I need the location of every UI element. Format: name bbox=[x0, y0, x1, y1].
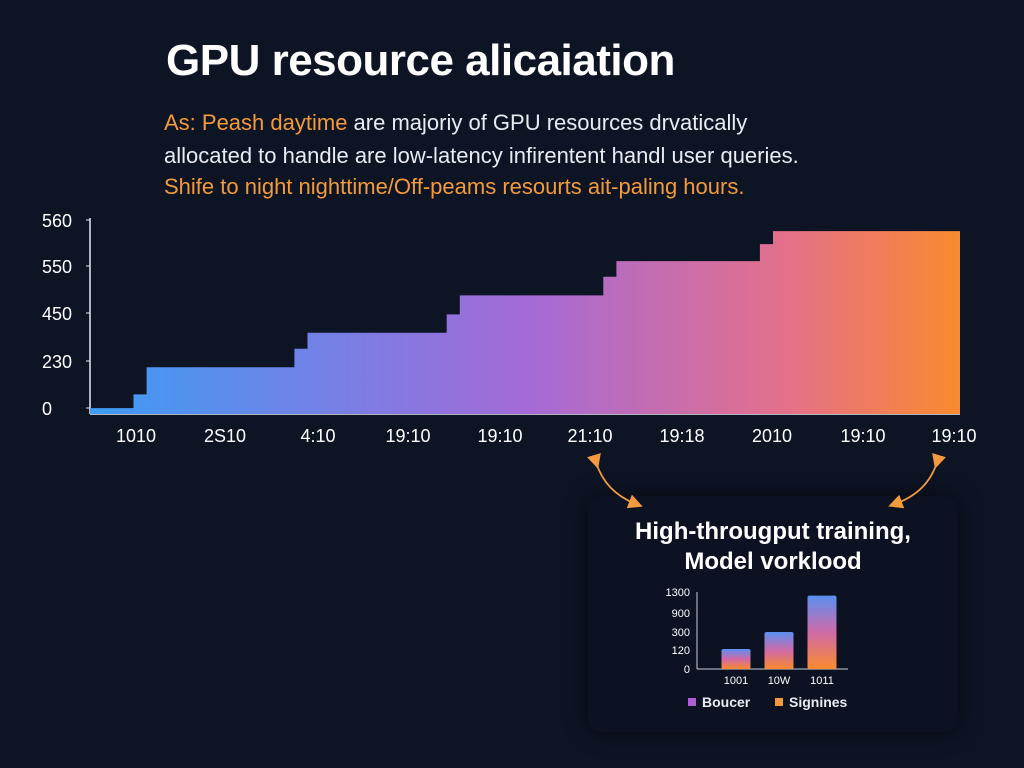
x-tick-label: 4:10 bbox=[300, 426, 335, 446]
x-tick-label: 2S10 bbox=[204, 426, 246, 446]
description-line-1-rest: are majoriy of GPU resources drvatically bbox=[347, 110, 748, 135]
inset-y-tick-label: 0 bbox=[684, 664, 690, 676]
x-tick-label: 1010 bbox=[116, 426, 156, 446]
y-tick-label: 550 bbox=[42, 257, 72, 277]
inset-bar bbox=[807, 595, 837, 669]
x-tick-label: 19:10 bbox=[840, 426, 885, 446]
connector-arrow-right bbox=[888, 453, 946, 509]
description-line-2: allocated to handle are low-latency infi… bbox=[164, 143, 799, 168]
inset-x-tick-label: 1001 bbox=[724, 675, 748, 687]
y-tick-label: 230 bbox=[42, 352, 72, 372]
description-line-3: Shife to night nighttime/Off-peams resou… bbox=[164, 174, 745, 199]
x-tick-label: 21:10 bbox=[567, 426, 612, 446]
connector-arrow-left bbox=[587, 453, 643, 509]
x-tick-label: 19:18 bbox=[659, 426, 704, 446]
description-highlight: As: Peash daytime bbox=[164, 110, 348, 135]
x-tick-label: 19:10 bbox=[477, 426, 522, 446]
inset-y-tick-label: 1300 bbox=[666, 587, 690, 599]
inset-x-tick-label: 1011 bbox=[810, 675, 834, 687]
description-line-1: As: Peash daytime are majoriy of GPU res… bbox=[164, 109, 747, 137]
y-tick-label: 450 bbox=[42, 304, 72, 324]
inset-x-tick-label: 10W bbox=[768, 675, 791, 687]
y-tick-label: 0 bbox=[42, 399, 52, 419]
x-tick-label: 2010 bbox=[752, 426, 792, 446]
y-tick-label: 560 bbox=[42, 211, 72, 231]
legend-label-2: Signines bbox=[789, 694, 848, 710]
legend-item-1: Boucer bbox=[688, 694, 750, 710]
inset-panel bbox=[588, 496, 958, 732]
inset-y-tick-label: 300 bbox=[672, 627, 690, 639]
x-tick-label: 19:10 bbox=[931, 426, 976, 446]
legend-label-1: Boucer bbox=[702, 694, 751, 710]
inset-y-tick-label: 120 bbox=[672, 645, 690, 657]
inset-y-tick-label: 900 bbox=[672, 608, 690, 620]
inset-title-line-2: Model vorklood bbox=[684, 548, 862, 575]
chart-title: GPU resource alicaiation bbox=[166, 36, 675, 85]
legend-swatch-2 bbox=[775, 698, 783, 706]
inset-title-line-1: High-througput training, bbox=[635, 518, 911, 545]
legend-swatch-1 bbox=[688, 698, 696, 706]
inset-bar bbox=[721, 649, 751, 669]
allocation-area bbox=[90, 231, 960, 414]
legend-item-2: Signines bbox=[775, 694, 847, 710]
inset-bar bbox=[764, 632, 794, 669]
x-tick-label: 19:10 bbox=[385, 426, 430, 446]
